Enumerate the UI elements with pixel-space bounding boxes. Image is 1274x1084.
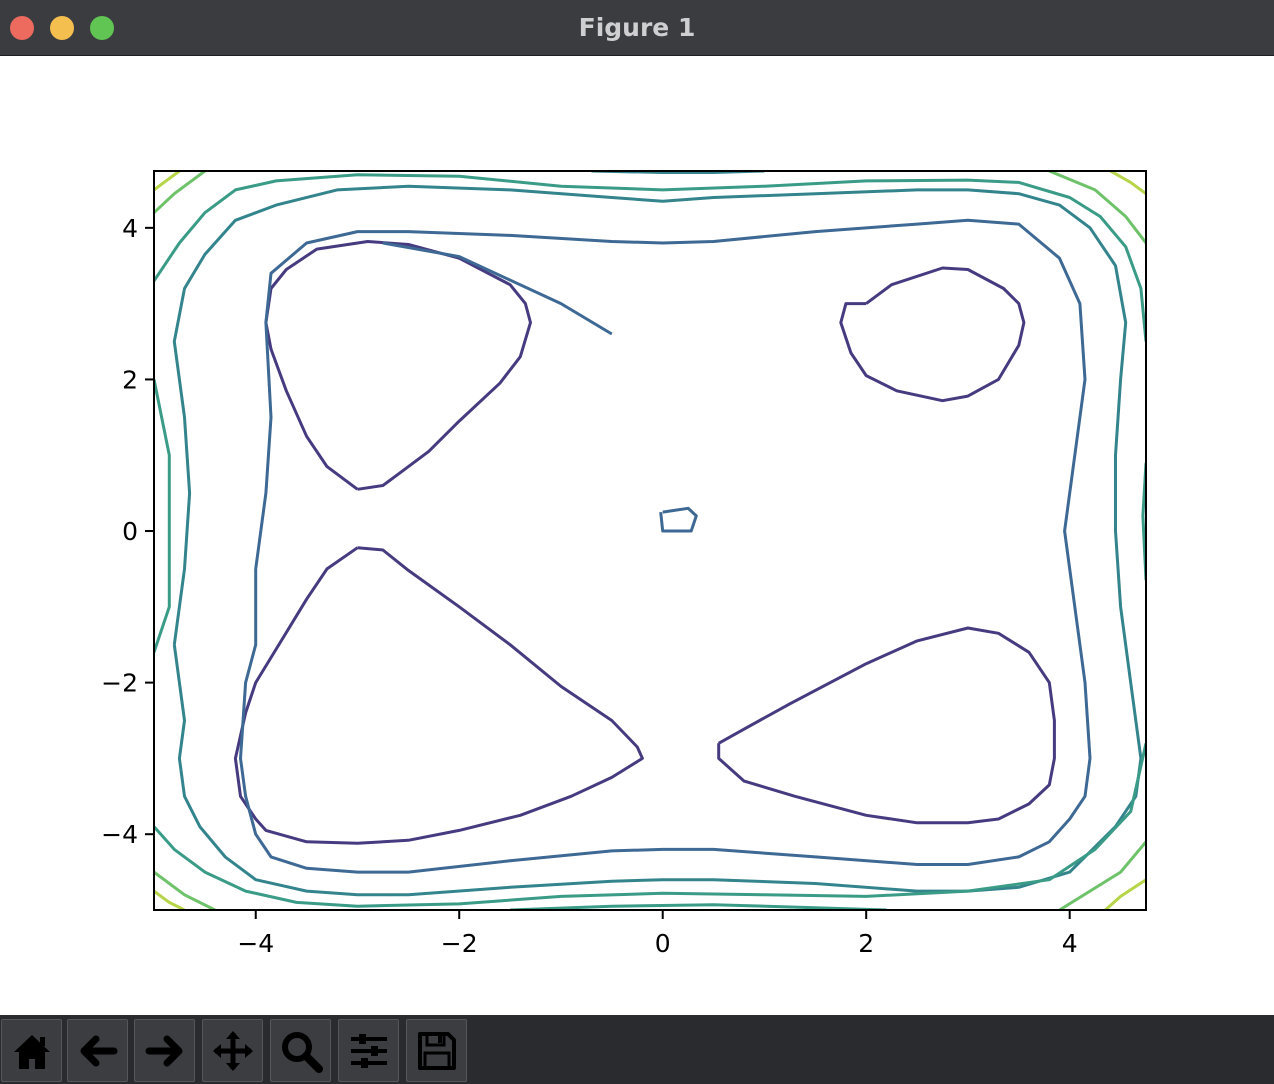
contour-lines: [154, 171, 1146, 910]
contour-line-level-1-1: [382, 241, 613, 336]
forward-button[interactable]: [134, 1019, 195, 1082]
save-button[interactable]: [406, 1019, 467, 1082]
contour-line-level-2-0: [172, 184, 1143, 897]
figure-canvas[interactable]: −4 −2 0 2 4 −4 −2 0 2 4: [0, 57, 1274, 1015]
contour-line-level-4-2: [1048, 171, 1146, 244]
y-axis: −4 −2 0 2 4: [101, 214, 154, 849]
navigation-toolbar: [0, 1015, 1274, 1084]
x-tick-label: −4: [237, 929, 274, 958]
contour-line-level-3-2: [154, 742, 1146, 908]
move-icon: [213, 1031, 253, 1071]
contour-line-level-0-3: [717, 626, 1056, 825]
contour-line-level-3-3: [1141, 462, 1146, 581]
y-tick-label: −4: [101, 820, 138, 849]
window-titlebar: Figure 1: [0, 0, 1274, 56]
axes-frame: [153, 170, 1147, 911]
contour-chart: −4 −2 0 2 4 −4 −2 0 2 4: [101, 170, 1147, 958]
contour-line-level-3-1: [154, 173, 1146, 342]
contour-line-level-1-2: [239, 218, 1092, 874]
contour-line-level-1-0: [659, 506, 698, 533]
arrow-right-icon: [145, 1035, 183, 1067]
contour-line-level-3-0: [154, 379, 171, 653]
sliders-icon: [351, 1034, 387, 1068]
zoom-button[interactable]: [270, 1019, 331, 1082]
x-tick-label: 0: [655, 929, 671, 958]
close-window-button[interactable]: [10, 16, 34, 40]
magnifier-icon: [282, 1032, 323, 1073]
minimize-window-button[interactable]: [50, 16, 74, 40]
maximize-window-button[interactable]: [90, 16, 114, 40]
contour-line-level-4-3: [1058, 840, 1146, 910]
contour-line-level-0-2: [839, 266, 1026, 403]
pan-button[interactable]: [202, 1019, 263, 1082]
home-icon: [14, 1035, 50, 1069]
contour-line-level-5-0: [154, 171, 181, 192]
x-tick-label: 2: [858, 929, 874, 958]
x-tick-label: −2: [441, 929, 478, 958]
contour-line-level-4-1: [154, 870, 216, 910]
floppy-disk-icon: [418, 1032, 456, 1070]
y-tick-label: 2: [122, 365, 138, 394]
arrow-left-icon: [80, 1035, 118, 1067]
contour-line-level-3-4: [510, 903, 887, 910]
contour-line-level-4-0: [154, 171, 206, 214]
y-tick-label: 4: [122, 214, 138, 243]
back-button[interactable]: [67, 1019, 128, 1082]
contour-line-level-5-3: [1104, 878, 1146, 910]
contour-line-level-0-1: [233, 546, 644, 845]
configure-subplots-button[interactable]: [338, 1019, 399, 1082]
home-button[interactable]: [1, 1019, 62, 1082]
y-tick-label: −2: [101, 669, 138, 698]
x-tick-label: 4: [1062, 929, 1078, 958]
contour-line-level-0-0: [264, 240, 532, 491]
contour-line-level-5-2: [1109, 171, 1146, 195]
window-title: Figure 1: [578, 13, 696, 42]
x-axis: −4 −2 0 2 4: [237, 910, 1078, 958]
y-tick-label: 0: [122, 517, 138, 546]
contour-line-level-5-1: [154, 889, 186, 910]
